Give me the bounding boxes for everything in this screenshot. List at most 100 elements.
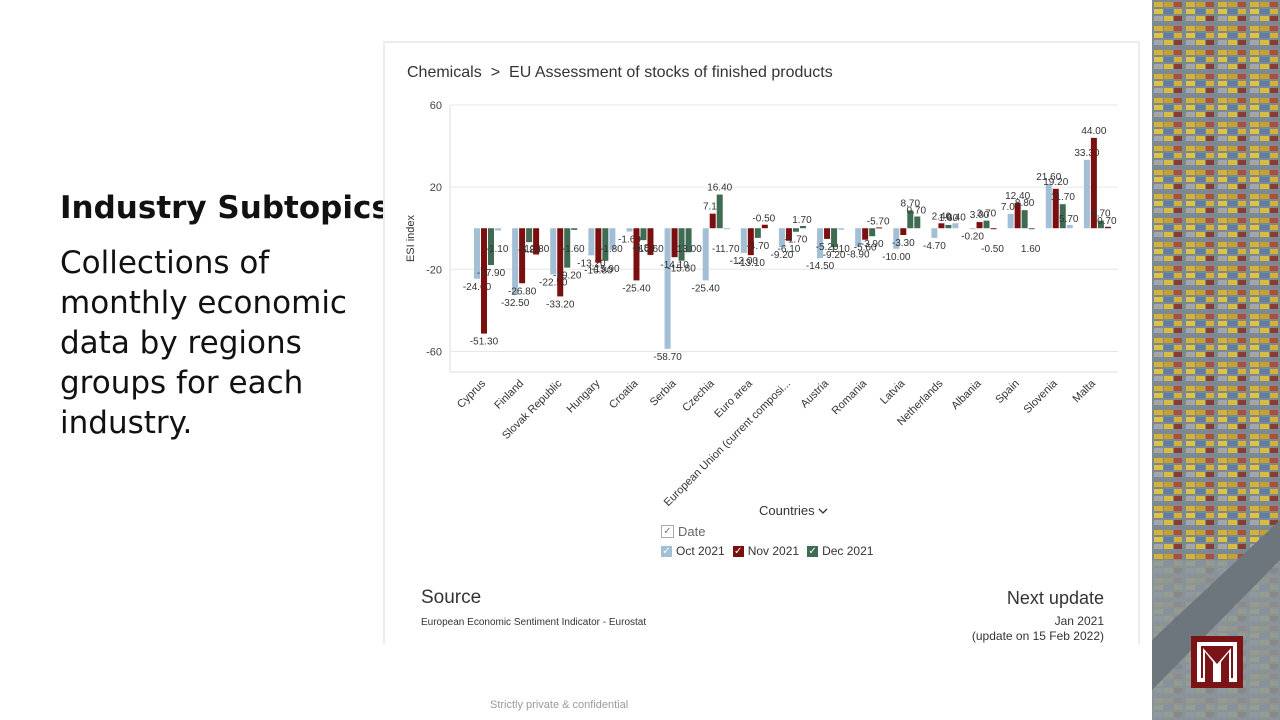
checkbox-icon: ✓ (732, 545, 744, 557)
bar-extra (952, 223, 959, 229)
data-label-extra: -13.00 (673, 244, 702, 255)
bar-dec (907, 210, 914, 229)
bar-nov (595, 228, 602, 263)
breadcrumb-root[interactable]: Chemicals (407, 64, 482, 81)
bar-extra (685, 228, 692, 253)
bar-dec (831, 228, 838, 248)
data-label-extra: -0.50 (752, 214, 775, 225)
data-label-nov: 19.20 (1043, 177, 1068, 188)
data-label-extra: 1.10 (830, 244, 850, 255)
bar-extra (1104, 226, 1111, 229)
data-label-oct: 21.60 (1036, 172, 1061, 183)
bar-oct (664, 228, 671, 349)
x-tick-label: Spain (993, 378, 1021, 406)
data-label-dec: -5.80 (632, 243, 655, 254)
bar-extra (838, 228, 845, 230)
data-label-nov: -3.30 (892, 238, 915, 249)
x-tick-label: Czechia (680, 377, 717, 414)
data-label-extra: -5.70 (867, 216, 890, 227)
next-update-date: Jan 2021 (1054, 614, 1104, 628)
bar-extra (647, 228, 654, 255)
bar-dec (1021, 210, 1028, 229)
bar-extra (495, 228, 501, 231)
bar-nov (785, 228, 792, 241)
legend-label-nov: Nov 2021 (747, 544, 800, 558)
bar-oct (778, 228, 785, 248)
countries-label: Countries (759, 503, 815, 518)
bar-nov (747, 228, 754, 256)
bar-oct (893, 228, 900, 249)
data-label-nov: -16.80 (584, 266, 613, 277)
x-tick-label: Albania (949, 377, 984, 412)
y-tick-label: 60 (430, 100, 442, 112)
data-label-extra: -10.60 (635, 244, 664, 255)
bar-dec (640, 228, 647, 241)
legend-item-dec[interactable]: ✓ Dec 2021 (807, 544, 873, 558)
y-axis-label: ESI index (405, 214, 417, 262)
bar-oct (1083, 159, 1090, 229)
x-tick-label: Malta (1070, 377, 1098, 405)
countries-dropdown[interactable]: Countries (759, 503, 828, 518)
legend-item-oct[interactable]: ✓ Oct 2021 (661, 544, 725, 558)
legend-title-label: Date (678, 524, 706, 539)
legend-label-oct: Oct 2021 (676, 544, 725, 558)
data-label-dec: -17.90 (477, 268, 506, 279)
bar-extra (609, 228, 616, 251)
bar-nov (862, 228, 869, 240)
bar-dec (945, 224, 952, 229)
x-tick-label: Croatia (607, 377, 641, 411)
legend-item-nov[interactable]: ✓ Nov 2021 (732, 544, 800, 558)
data-label-oct: -13.20 (577, 258, 606, 269)
bar-dec (564, 228, 571, 268)
bar-nov (976, 222, 983, 229)
data-label-oct: -10.00 (882, 252, 911, 263)
bar-nov (900, 228, 907, 236)
bar-oct (702, 228, 709, 281)
bar-extra (1028, 228, 1035, 230)
breadcrumb-separator: > (490, 64, 501, 81)
data-label-dec: 16.40 (707, 183, 732, 194)
data-label-oct: -14.50 (806, 261, 835, 272)
bar-dec (602, 228, 609, 261)
data-label-oct: -1.60 (618, 235, 641, 246)
bar-dec (983, 220, 990, 229)
bar-oct (931, 228, 938, 238)
legend-date-toggle[interactable]: ✓ Date (661, 524, 705, 539)
next-update-note: (update on 15 Feb 2022) (971, 629, 1104, 643)
data-label-extra: 0.70 (1097, 216, 1117, 227)
checkbox-icon: ✓ (807, 545, 819, 557)
y-tick-label: 20 (430, 182, 442, 194)
breadcrumb: Chemicals > EU Assessment of stocks of fin… (407, 64, 833, 82)
data-label-extra: -0.40 (943, 212, 966, 223)
data-label-extra: 0.70 (907, 206, 927, 217)
bar-oct (817, 228, 824, 259)
data-label-dec: -1.70 (785, 235, 808, 246)
bar-extra (990, 228, 997, 230)
data-label-extra: -12.80 (521, 244, 550, 255)
data-label-dec: 1.60 (939, 213, 959, 224)
container-port-photo (1152, 0, 1280, 720)
data-label-oct: -22.50 (539, 277, 568, 288)
legend-label-dec: Dec 2021 (822, 544, 874, 558)
data-label-extra: -11.70 (712, 244, 740, 255)
source-text: European Economic Sentiment Indicator - … (421, 617, 647, 628)
bar-chart: 60 20 -20 -60 ESI index -24.60 -51.30 -17.90 -1.… (405, 100, 1118, 509)
data-label-dec: -3.90 (861, 239, 884, 250)
bar-dec (716, 194, 723, 229)
data-label-extra: -0.50 (981, 244, 1004, 255)
bar-extra (761, 224, 768, 229)
data-label-dec: -9.20 (823, 250, 846, 261)
checkbox-icon: ✓ (661, 545, 672, 557)
company-logo (1191, 636, 1243, 688)
data-label-dec: -6.80 (518, 245, 541, 256)
data-label-oct: -12.00 (730, 256, 759, 267)
data-label-oct: -8.90 (847, 250, 870, 261)
data-label-nov: -51.30 (470, 337, 499, 348)
data-label-extra: 5.70 (1059, 214, 1079, 225)
data-label-oct: 33.30 (1074, 148, 1099, 159)
chevron-down-icon (818, 503, 828, 518)
legend: ✓ Oct 2021 ✓ Nov 2021 ✓ Dec 2021 (661, 544, 873, 558)
data-label-dec: 3.70 (1091, 209, 1111, 220)
data-label-oct: -58.70 (653, 352, 682, 363)
data-label-extra: -1.10 (486, 244, 509, 255)
